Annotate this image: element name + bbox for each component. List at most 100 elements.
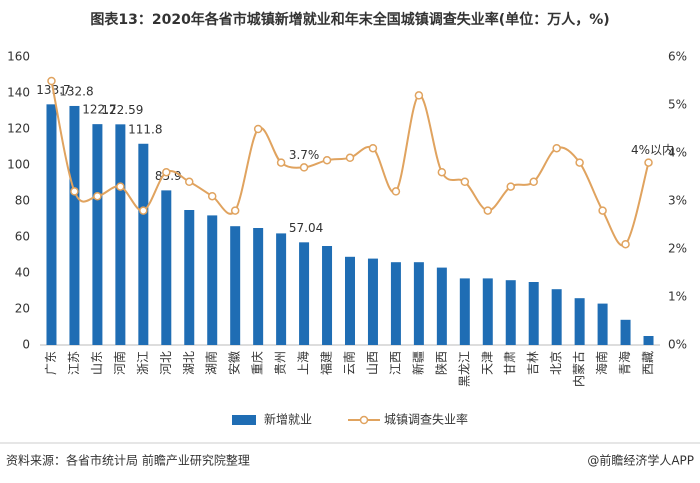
- bar: [528, 282, 539, 345]
- line-marker: [644, 158, 653, 167]
- bar: [69, 105, 80, 346]
- brand: @前瞻经济学人APP: [587, 453, 694, 468]
- x-tick-label: 湖南: [204, 351, 219, 375]
- bar: [413, 262, 424, 345]
- bar: [138, 143, 149, 345]
- bar: [230, 226, 241, 345]
- y-tick-label: 120: [7, 122, 30, 136]
- bar: [161, 190, 172, 345]
- bar: [322, 246, 333, 345]
- line-marker: [575, 158, 584, 167]
- line-marker: [93, 191, 102, 201]
- y2-tick-label: 2%: [668, 242, 687, 256]
- x-tick-label: 江西: [388, 351, 402, 375]
- bar: [620, 319, 631, 345]
- y-tick-label: 40: [15, 266, 30, 280]
- line-marker: [185, 177, 194, 187]
- x-tick-label: 天津: [480, 351, 494, 375]
- x-tick-label: 江苏: [67, 351, 81, 375]
- x-tick-label: 广东: [44, 351, 58, 375]
- line-marker: [253, 124, 263, 134]
- bar: [92, 124, 103, 345]
- x-tick-label: 上海: [296, 351, 311, 375]
- line-marker: [139, 206, 148, 215]
- bar: [551, 289, 562, 345]
- line-marker: [414, 91, 424, 100]
- bar: [299, 242, 310, 345]
- y-tick-label: 160: [7, 50, 30, 64]
- x-tick-label: 河北: [159, 351, 173, 375]
- line-marker: [506, 182, 515, 191]
- line-marker: [345, 153, 355, 163]
- bar: [207, 215, 218, 345]
- line-marker: [460, 177, 470, 187]
- x-tick-label: 贵州: [274, 351, 288, 375]
- y2-tick-label: 5%: [668, 98, 687, 112]
- bar-value-label: 122.7: [82, 103, 116, 117]
- line-value-label: 3.7%: [289, 148, 320, 162]
- y2-tick-label: 6%: [668, 50, 687, 64]
- line-marker: [207, 191, 217, 201]
- bar-value-label: 132.8: [59, 84, 93, 98]
- bar: [574, 298, 585, 345]
- x-tick-label: 浙江: [136, 351, 150, 375]
- line-marker: [47, 76, 56, 86]
- bar: [482, 278, 493, 345]
- line-marker: [116, 182, 125, 191]
- bar: [390, 262, 401, 345]
- y-tick-label: 80: [15, 194, 30, 208]
- line-marker: [368, 143, 378, 153]
- line-marker: [276, 158, 286, 167]
- y2-tick-label: 3%: [668, 194, 687, 208]
- x-tick-label: 甘肃: [503, 351, 517, 375]
- bar: [597, 303, 608, 345]
- y2-tick-label: 0%: [668, 338, 687, 352]
- x-tick-label: 山西: [365, 351, 379, 375]
- y-tick-label: 20: [15, 302, 30, 316]
- annotation: 4%以内: [631, 143, 674, 157]
- bar-value-label: 122.59: [101, 103, 143, 117]
- bar: [345, 256, 355, 345]
- line-marker: [322, 155, 332, 165]
- bar-value-label: 111.8: [128, 122, 162, 136]
- x-tick-label: 安徽: [227, 351, 242, 375]
- bar: [367, 258, 378, 345]
- legend-label: 城镇调查失业率: [384, 412, 468, 427]
- line-marker: [162, 167, 171, 177]
- line-marker: [552, 143, 561, 153]
- x-tick-label: 新疆: [410, 351, 425, 375]
- y-tick-label: 140: [7, 86, 30, 100]
- source: 资料来源：各省市统计局 前瞻产业研究院整理: [6, 453, 250, 468]
- x-tick-label: 福建: [319, 351, 334, 375]
- line-marker: [483, 206, 493, 215]
- bar: [184, 210, 195, 345]
- line-marker: [299, 163, 309, 172]
- bar: [505, 280, 516, 345]
- x-tick-label: 青海: [617, 351, 632, 375]
- x-tick-label: 北京: [549, 351, 563, 375]
- legend-label: 新增就业: [264, 412, 312, 427]
- line-marker: [70, 187, 79, 196]
- x-tick-label: 黑龙江: [457, 351, 471, 387]
- x-tick-label: 湖北: [181, 351, 196, 375]
- bar: [436, 267, 447, 345]
- line-marker: [598, 206, 607, 215]
- bar: [253, 228, 264, 345]
- x-tick-label: 重庆: [251, 351, 265, 375]
- bar: [643, 336, 654, 345]
- x-tick-label: 山东: [90, 351, 104, 375]
- bar-value-label: 57.04: [289, 221, 323, 235]
- chart-title: 图表13：2020年各省市城镇新增就业和年末全国城镇调查失业率(单位：万人，%): [90, 11, 609, 28]
- x-tick-label: 陕西: [433, 351, 448, 375]
- line-marker: [529, 177, 538, 187]
- x-tick-label: 海南: [594, 351, 609, 375]
- y2-tick-label: 1%: [668, 290, 687, 304]
- bar: [46, 104, 57, 345]
- line-marker: [230, 206, 240, 215]
- y2-tick-label: 4%: [668, 146, 687, 160]
- x-tick-label: 吉林: [526, 351, 540, 375]
- x-tick-label: 河南: [112, 351, 127, 375]
- line-marker: [621, 239, 630, 249]
- bar: [459, 278, 470, 345]
